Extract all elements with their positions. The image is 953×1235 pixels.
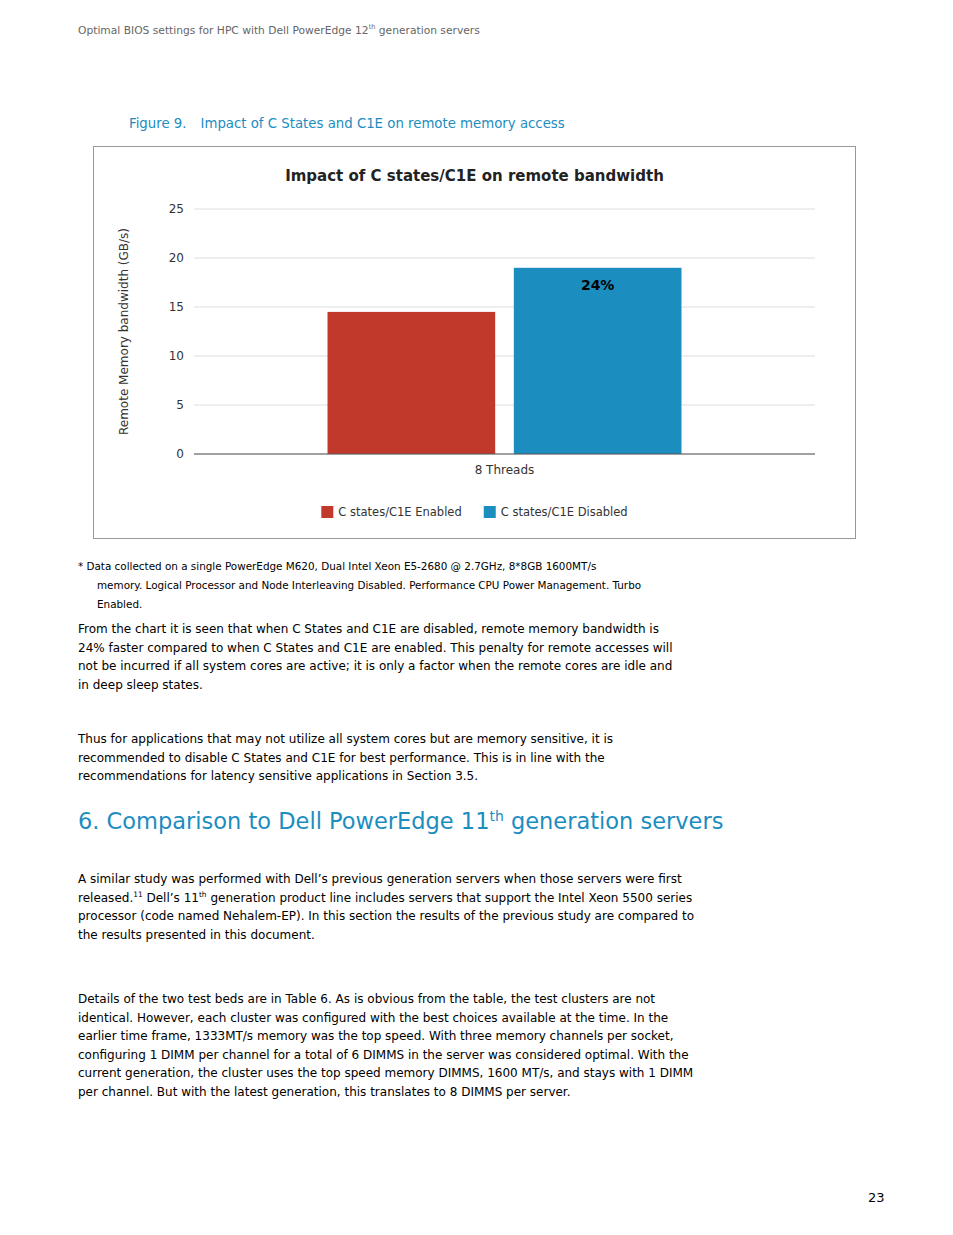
section-heading: 6. Comparison to Dell PowerEdge 11th gen… xyxy=(78,808,723,834)
y-tick-label: 10 xyxy=(169,349,184,363)
page: Optimal BIOS settings for HPC with Dell … xyxy=(0,0,953,1235)
legend-item: C states/C1E Disabled xyxy=(484,505,628,519)
footnote: memory. Logical Processor and Node Inter… xyxy=(97,579,641,591)
header-suffix: generation servers xyxy=(375,24,479,37)
chart-frame: Impact of C states/C1E on remote bandwid… xyxy=(93,146,856,539)
y-tick-label: 25 xyxy=(169,202,184,216)
y-tick-label: 15 xyxy=(169,300,184,314)
x-tick-label: 8 Threads xyxy=(475,463,535,477)
y-tick-label: 5 xyxy=(176,398,184,412)
figure-label: Figure 9. xyxy=(129,116,187,131)
grid-line xyxy=(194,209,815,210)
body-super: th xyxy=(199,890,207,899)
chart-title: Impact of C states/C1E on remote bandwid… xyxy=(285,167,664,185)
legend-swatch xyxy=(484,506,496,518)
annotation: 24% xyxy=(581,277,615,293)
legend-swatch xyxy=(321,506,333,518)
grid-line xyxy=(194,454,815,455)
page-number: 23 xyxy=(868,1190,885,1205)
footnote: * Data collected on a single PowerEdge M… xyxy=(78,560,596,572)
grid-line xyxy=(194,405,815,406)
body-paragraph: Details of the two test beds are in Tabl… xyxy=(78,990,693,1102)
figure-title: Impact of C States and C1E on remote mem… xyxy=(201,116,565,131)
bar xyxy=(514,268,682,454)
y-tick-label: 20 xyxy=(169,251,184,265)
figure-caption: Figure 9. Impact of C States and C1E on r… xyxy=(129,116,565,131)
section-super: th xyxy=(489,808,503,824)
grid-line xyxy=(194,307,815,308)
bar xyxy=(328,312,496,454)
legend-item: C states/C1E Enabled xyxy=(321,505,461,519)
bars xyxy=(328,268,682,454)
legend-label: C states/C1E Disabled xyxy=(501,505,628,519)
y-axis-label: Remote Memory bandwidth (GB/s) xyxy=(117,228,131,435)
page-header: Optimal BIOS settings for HPC with Dell … xyxy=(78,24,480,37)
legend: C states/C1E Enabled C states/C1E Disable… xyxy=(321,505,627,519)
chart: Impact of C states/C1E on remote bandwid… xyxy=(94,147,855,538)
header-super: th xyxy=(369,23,376,31)
legend-label: C states/C1E Enabled xyxy=(338,505,461,519)
body-paragraph: Thus for applications that may not utili… xyxy=(78,730,613,786)
header-text: Optimal BIOS settings for HPC with Dell … xyxy=(78,24,369,37)
grid-line xyxy=(194,356,815,357)
body-paragraph: From the chart it is seen that when C St… xyxy=(78,620,673,694)
y-tick-label: 0 xyxy=(176,447,184,461)
section-text: 6. Comparison to Dell PowerEdge 11 xyxy=(78,808,489,834)
footnote: Enabled. xyxy=(97,598,142,610)
grid-line xyxy=(194,258,815,259)
x-axis-line xyxy=(194,454,815,455)
footnote-ref: 11 xyxy=(133,890,142,899)
body-text: Dell’s 11 xyxy=(143,891,199,905)
section-tail: generation servers xyxy=(504,808,724,834)
grid xyxy=(194,209,815,454)
body-paragraph: A similar study was performed with Dell’… xyxy=(78,870,694,944)
